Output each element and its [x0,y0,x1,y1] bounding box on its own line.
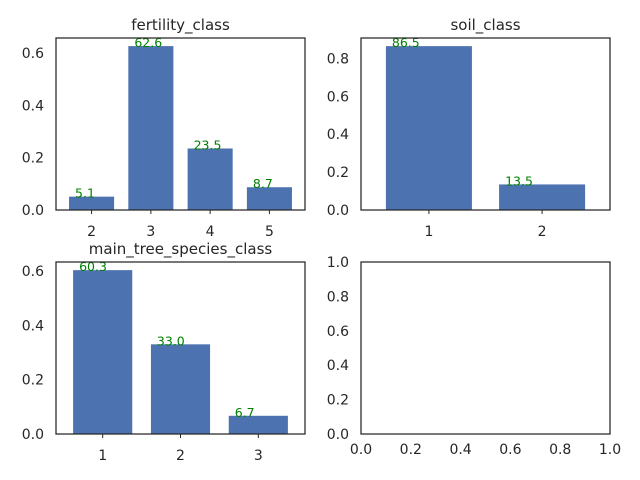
x-tick-label: 0.0 [350,442,372,458]
y-tick-label: 0.4 [22,318,44,334]
bar [187,148,233,210]
x-tick-label: 1 [424,224,433,240]
y-tick-label: 0.2 [22,151,44,167]
y-tick-label: 0.8 [327,51,349,67]
x-tick-label: 3 [254,448,263,464]
bar [246,187,292,210]
subplot-empty: 0.0 0.2 0.4 0.6 0.8 1.0 0.0 0.2 0.4 0.6 0.8 1.0 [327,255,621,458]
x-tick-label: 0.2 [400,442,422,458]
subplot-main-tree-species-class: main_tree_species_class 60.3 1 33.0 2 6.7 3 0.… [22,240,306,464]
y-tick-label: 0.6 [327,89,349,105]
y-tick-label: 0.6 [22,46,44,62]
y-tick-label: 0.0 [327,203,349,219]
x-tick-label: 5 [265,224,274,240]
x-tick-label: 1 [98,448,107,464]
bar-data-label: 60.3 [79,259,107,274]
bar-data-label: 23.5 [194,137,222,152]
bar-data-label: 33.0 [157,333,185,348]
y-tick-label: 1.0 [327,255,349,271]
x-tick-label: 2 [538,224,547,240]
y-tick-label: 0.4 [327,127,349,143]
x-tick-label: 0.8 [549,442,571,458]
bar [499,184,586,210]
y-tick-label: 0.4 [22,98,44,114]
y-tick-label: 0.2 [327,393,349,409]
x-tick-label: 2 [176,448,185,464]
bar-data-label: 5.1 [75,186,95,201]
bar [73,270,133,434]
x-tick-label: 0.6 [499,442,521,458]
bar-data-label: 86.5 [392,35,420,50]
y-tick-label: 0.6 [327,324,349,340]
bar-data-label: 13.5 [505,173,533,188]
subplot-fertility-class: fertility_class 5.1 2 62.6 3 23.5 4 8.7 5 0.0 0.2… [22,16,306,240]
y-tick-label: 0.8 [327,289,349,305]
y-tick-label: 0.0 [22,203,44,219]
subplot-soil-class: soil_class 86.5 1 13.5 2 0.0 0.2 0.4 0.6 0.8 [327,16,611,240]
axes-frame [360,37,611,211]
axes-frame [55,37,306,211]
subplot-title: soil_class [450,16,520,35]
bar-data-label: 6.7 [235,405,255,420]
bar [128,46,174,210]
bar-data-label: 8.7 [253,176,273,191]
y-tick-label: 0.0 [327,427,349,443]
axes-frame [360,261,611,435]
y-tick-label: 0.2 [22,373,44,389]
y-tick-label: 0.2 [327,165,349,181]
x-tick-label: 0.4 [449,442,471,458]
y-tick-label: 0.0 [22,427,44,443]
y-tick-label: 0.4 [327,358,349,374]
bar [150,344,211,434]
x-tick-label: 1.0 [599,442,621,458]
y-tick-label: 0.6 [22,264,44,280]
axes-frame [55,261,306,435]
x-tick-label: 4 [206,224,215,240]
x-tick-label: 2 [87,224,96,240]
bar [228,415,288,434]
bar [385,46,472,211]
x-tick-label: 3 [146,224,155,240]
subplot-title: main_tree_species_class [89,240,273,259]
bar [69,196,115,210]
bar-data-label: 62.6 [134,35,162,50]
subplot-title: fertility_class [131,16,230,35]
